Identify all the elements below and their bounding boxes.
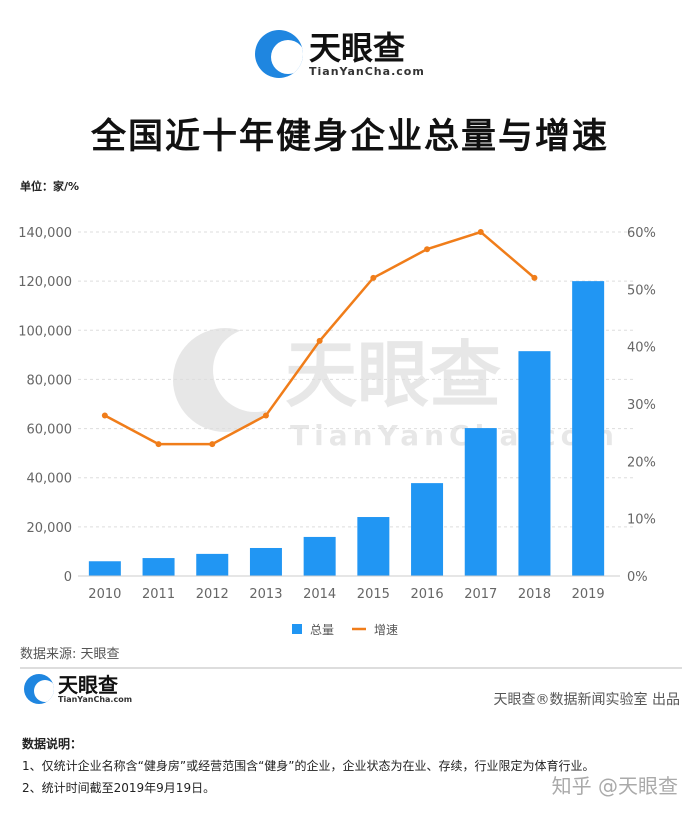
y-tick-left: 120,000: [18, 275, 72, 290]
bar: [572, 281, 605, 576]
bar: [249, 547, 282, 576]
y-tick-left: 0: [64, 570, 72, 585]
notes-title: 数据说明：: [22, 737, 83, 751]
x-tick: 2015: [357, 587, 390, 602]
chart: 天眼查 TianYanCha.com 0 20,000 40,000 60,000 80…: [18, 226, 656, 637]
page-title: 全国近十年健身企业总量与增速: [90, 117, 609, 157]
unit-label: 单位：家/%: [20, 180, 80, 193]
credit: 天眼查®数据新闻实验室 出品: [493, 692, 680, 708]
note: 2、统计时间截至2019年9月19日。: [22, 781, 216, 795]
logo-icon: [255, 30, 303, 78]
growth-point: [531, 274, 538, 281]
zhihu-watermark: 知乎 @天眼查: [551, 774, 678, 798]
brand-logo: 天眼查 TianYanCha.com: [255, 30, 425, 78]
growth-point: [209, 441, 216, 448]
y-tick-left: 140,000: [18, 226, 72, 241]
y-tick-left: 20,000: [27, 521, 73, 536]
logo-url: TianYanCha.com: [309, 64, 425, 78]
bar: [88, 561, 121, 576]
legend-label: 总量: [310, 623, 334, 637]
bar: [142, 558, 175, 576]
logo-url: TianYanCha.com: [58, 694, 133, 704]
y-tick-right: 20%: [627, 455, 656, 470]
y-tick-right: 10%: [627, 513, 656, 528]
x-tick: 2018: [518, 587, 551, 602]
watermark-url: TianYanCha.com: [290, 419, 619, 452]
notes: 数据说明： 1、仅统计企业名称含“健身房”或经营范围含“健身”的企业，企业状态为…: [22, 733, 595, 799]
growth-point: [477, 229, 484, 235]
x-tick: 2012: [196, 587, 229, 602]
growth-point: [424, 246, 431, 253]
growth-point: [262, 412, 269, 419]
logo-name: 天眼查: [58, 672, 118, 697]
watermark: 天眼查 TianYanCha.com: [173, 328, 619, 452]
y-tick-left: 60,000: [27, 423, 73, 438]
bar: [196, 553, 229, 576]
x-tick: 2013: [249, 587, 282, 602]
x-tick: 2016: [411, 587, 444, 602]
bar: [464, 428, 497, 576]
x-tick: 2011: [142, 587, 175, 602]
legend: 总量 增速: [292, 623, 398, 637]
y-tick-right: 60%: [627, 226, 656, 241]
growth-point: [101, 412, 108, 419]
bar: [303, 536, 336, 576]
footer-logo: 天眼查 TianYanCha.com: [24, 674, 132, 704]
x-tick: 2017: [464, 587, 497, 602]
x-tick: 2019: [572, 587, 605, 602]
y-tick-right: 40%: [627, 341, 656, 356]
y-tick-left: 80,000: [27, 373, 73, 388]
growth-point: [370, 274, 377, 281]
x-tick: 2014: [303, 587, 336, 602]
logo-name: 天眼查: [309, 28, 406, 67]
bar: [411, 483, 444, 576]
logo-icon: [24, 674, 54, 704]
y-tick-left: 100,000: [18, 324, 72, 339]
y-tick-right: 0%: [627, 570, 648, 585]
growth-point: [155, 441, 162, 448]
watermark-text: 天眼查: [285, 333, 501, 417]
y-tick-left: 40,000: [27, 472, 73, 487]
divider: [20, 667, 682, 669]
growth-point: [316, 337, 323, 344]
note: 1、仅统计企业名称含“健身房”或经营范围含“健身”的企业，企业状态为在业、存续，…: [22, 759, 595, 773]
y-tick-right: 50%: [627, 283, 656, 298]
legend-label: 增速: [374, 623, 398, 637]
bar: [518, 351, 551, 576]
data-source: 数据来源: 天眼查: [20, 647, 120, 662]
bar: [357, 517, 390, 576]
x-tick: 2010: [88, 587, 121, 602]
y-tick-right: 30%: [627, 398, 656, 413]
legend-swatch-bar: [292, 624, 302, 634]
